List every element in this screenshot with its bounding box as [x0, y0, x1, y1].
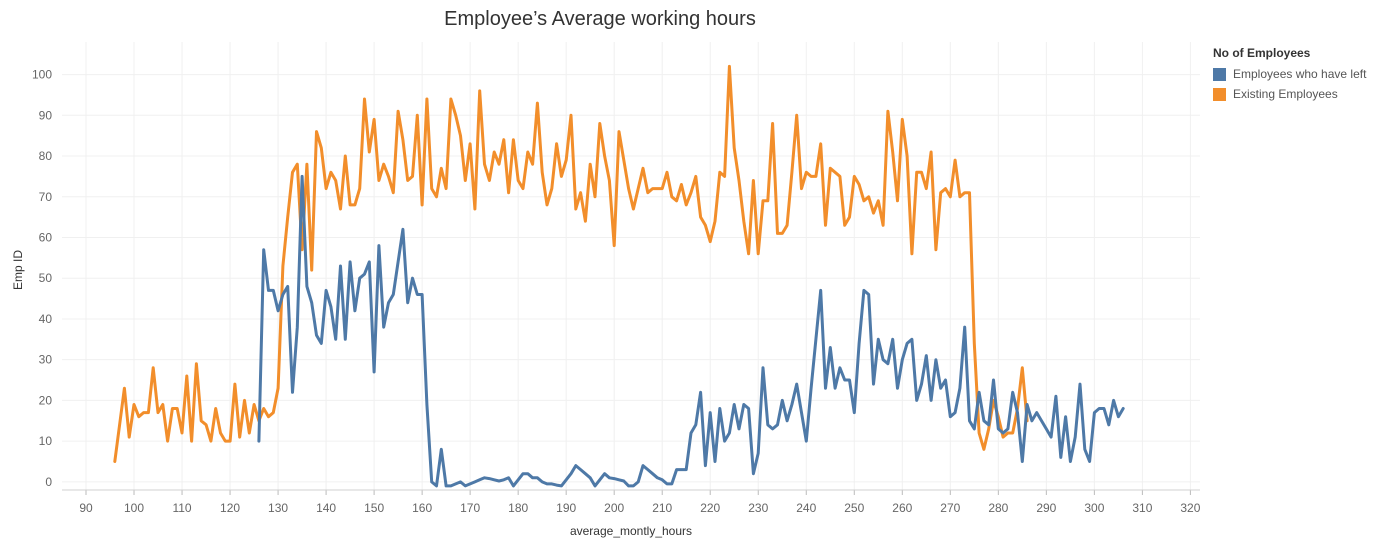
y-tick-label: 30: [39, 353, 53, 367]
x-tick-label: 230: [748, 501, 768, 515]
legend: No of Employees Employees who have left …: [1213, 46, 1366, 104]
x-tick-label: 160: [412, 501, 432, 515]
y-axis-title: Emp ID: [11, 250, 25, 290]
y-tick-label: 0: [45, 475, 52, 489]
series-line-existing-employees[interactable]: [113, 64, 1029, 463]
legend-item-existing[interactable]: Existing Employees: [1213, 84, 1366, 104]
x-tick-label: 110: [172, 501, 191, 515]
y-tick-label: 80: [39, 149, 53, 163]
line-chart: 90 100 110 120 130 140 150 160 170 180 190 200 210 22…: [11, 42, 1200, 538]
x-tick-label: 290: [1036, 501, 1056, 515]
legend-swatch-left: [1213, 67, 1226, 81]
x-tick-label: 250: [844, 501, 864, 515]
y-tick-label: 60: [39, 230, 53, 244]
x-tick-label: 220: [700, 501, 720, 515]
x-tick-label: 90: [79, 501, 93, 515]
legend-label-existing: Existing Employees: [1233, 87, 1338, 101]
y-tick-label: 50: [39, 271, 53, 285]
x-tick-label: 180: [508, 501, 528, 515]
legend-label-left: Employees who have left: [1233, 67, 1367, 81]
legend-title: No of Employees: [1213, 46, 1311, 60]
y-tick-label: 100: [32, 68, 52, 82]
series-layer: [113, 64, 1125, 488]
y-tick-label: 40: [39, 312, 53, 326]
x-tick-label: 170: [460, 501, 480, 515]
x-tick-label: 210: [652, 501, 672, 515]
y-tick-label: 20: [39, 393, 53, 407]
x-tick-label: 260: [892, 501, 912, 515]
x-tick-label: 140: [316, 501, 336, 515]
x-axis-title: average_montly_hours: [570, 524, 692, 538]
x-tick-label: 310: [1132, 501, 1152, 515]
x-tick-label: 270: [940, 501, 960, 515]
chart-title: Employee’s Average working hours: [444, 8, 756, 30]
x-tick-label: 150: [364, 501, 384, 515]
x-tick-label: 200: [604, 501, 624, 515]
y-tick-label: 70: [39, 190, 53, 204]
x-tick-label: 320: [1180, 501, 1200, 515]
grid-layer: [62, 42, 1200, 490]
y-tick-label: 90: [39, 108, 53, 122]
x-tick-label: 190: [556, 501, 576, 515]
x-tick-label: 130: [268, 501, 288, 515]
x-tick-label: 300: [1084, 501, 1104, 515]
x-tick-label: 120: [220, 501, 240, 515]
series-line-employees-left[interactable]: [257, 174, 1125, 488]
x-tick-label: 100: [124, 501, 144, 515]
x-tick-label: 240: [796, 501, 816, 515]
y-tick-label: 10: [39, 434, 53, 448]
legend-item-left[interactable]: Employees who have left: [1213, 64, 1366, 84]
x-tick-label: 280: [988, 501, 1008, 515]
legend-swatch-existing: [1213, 87, 1226, 101]
tick-layer: 90 100 110 120 130 140 150 160 170 180 190 200 210 22…: [32, 68, 1200, 515]
